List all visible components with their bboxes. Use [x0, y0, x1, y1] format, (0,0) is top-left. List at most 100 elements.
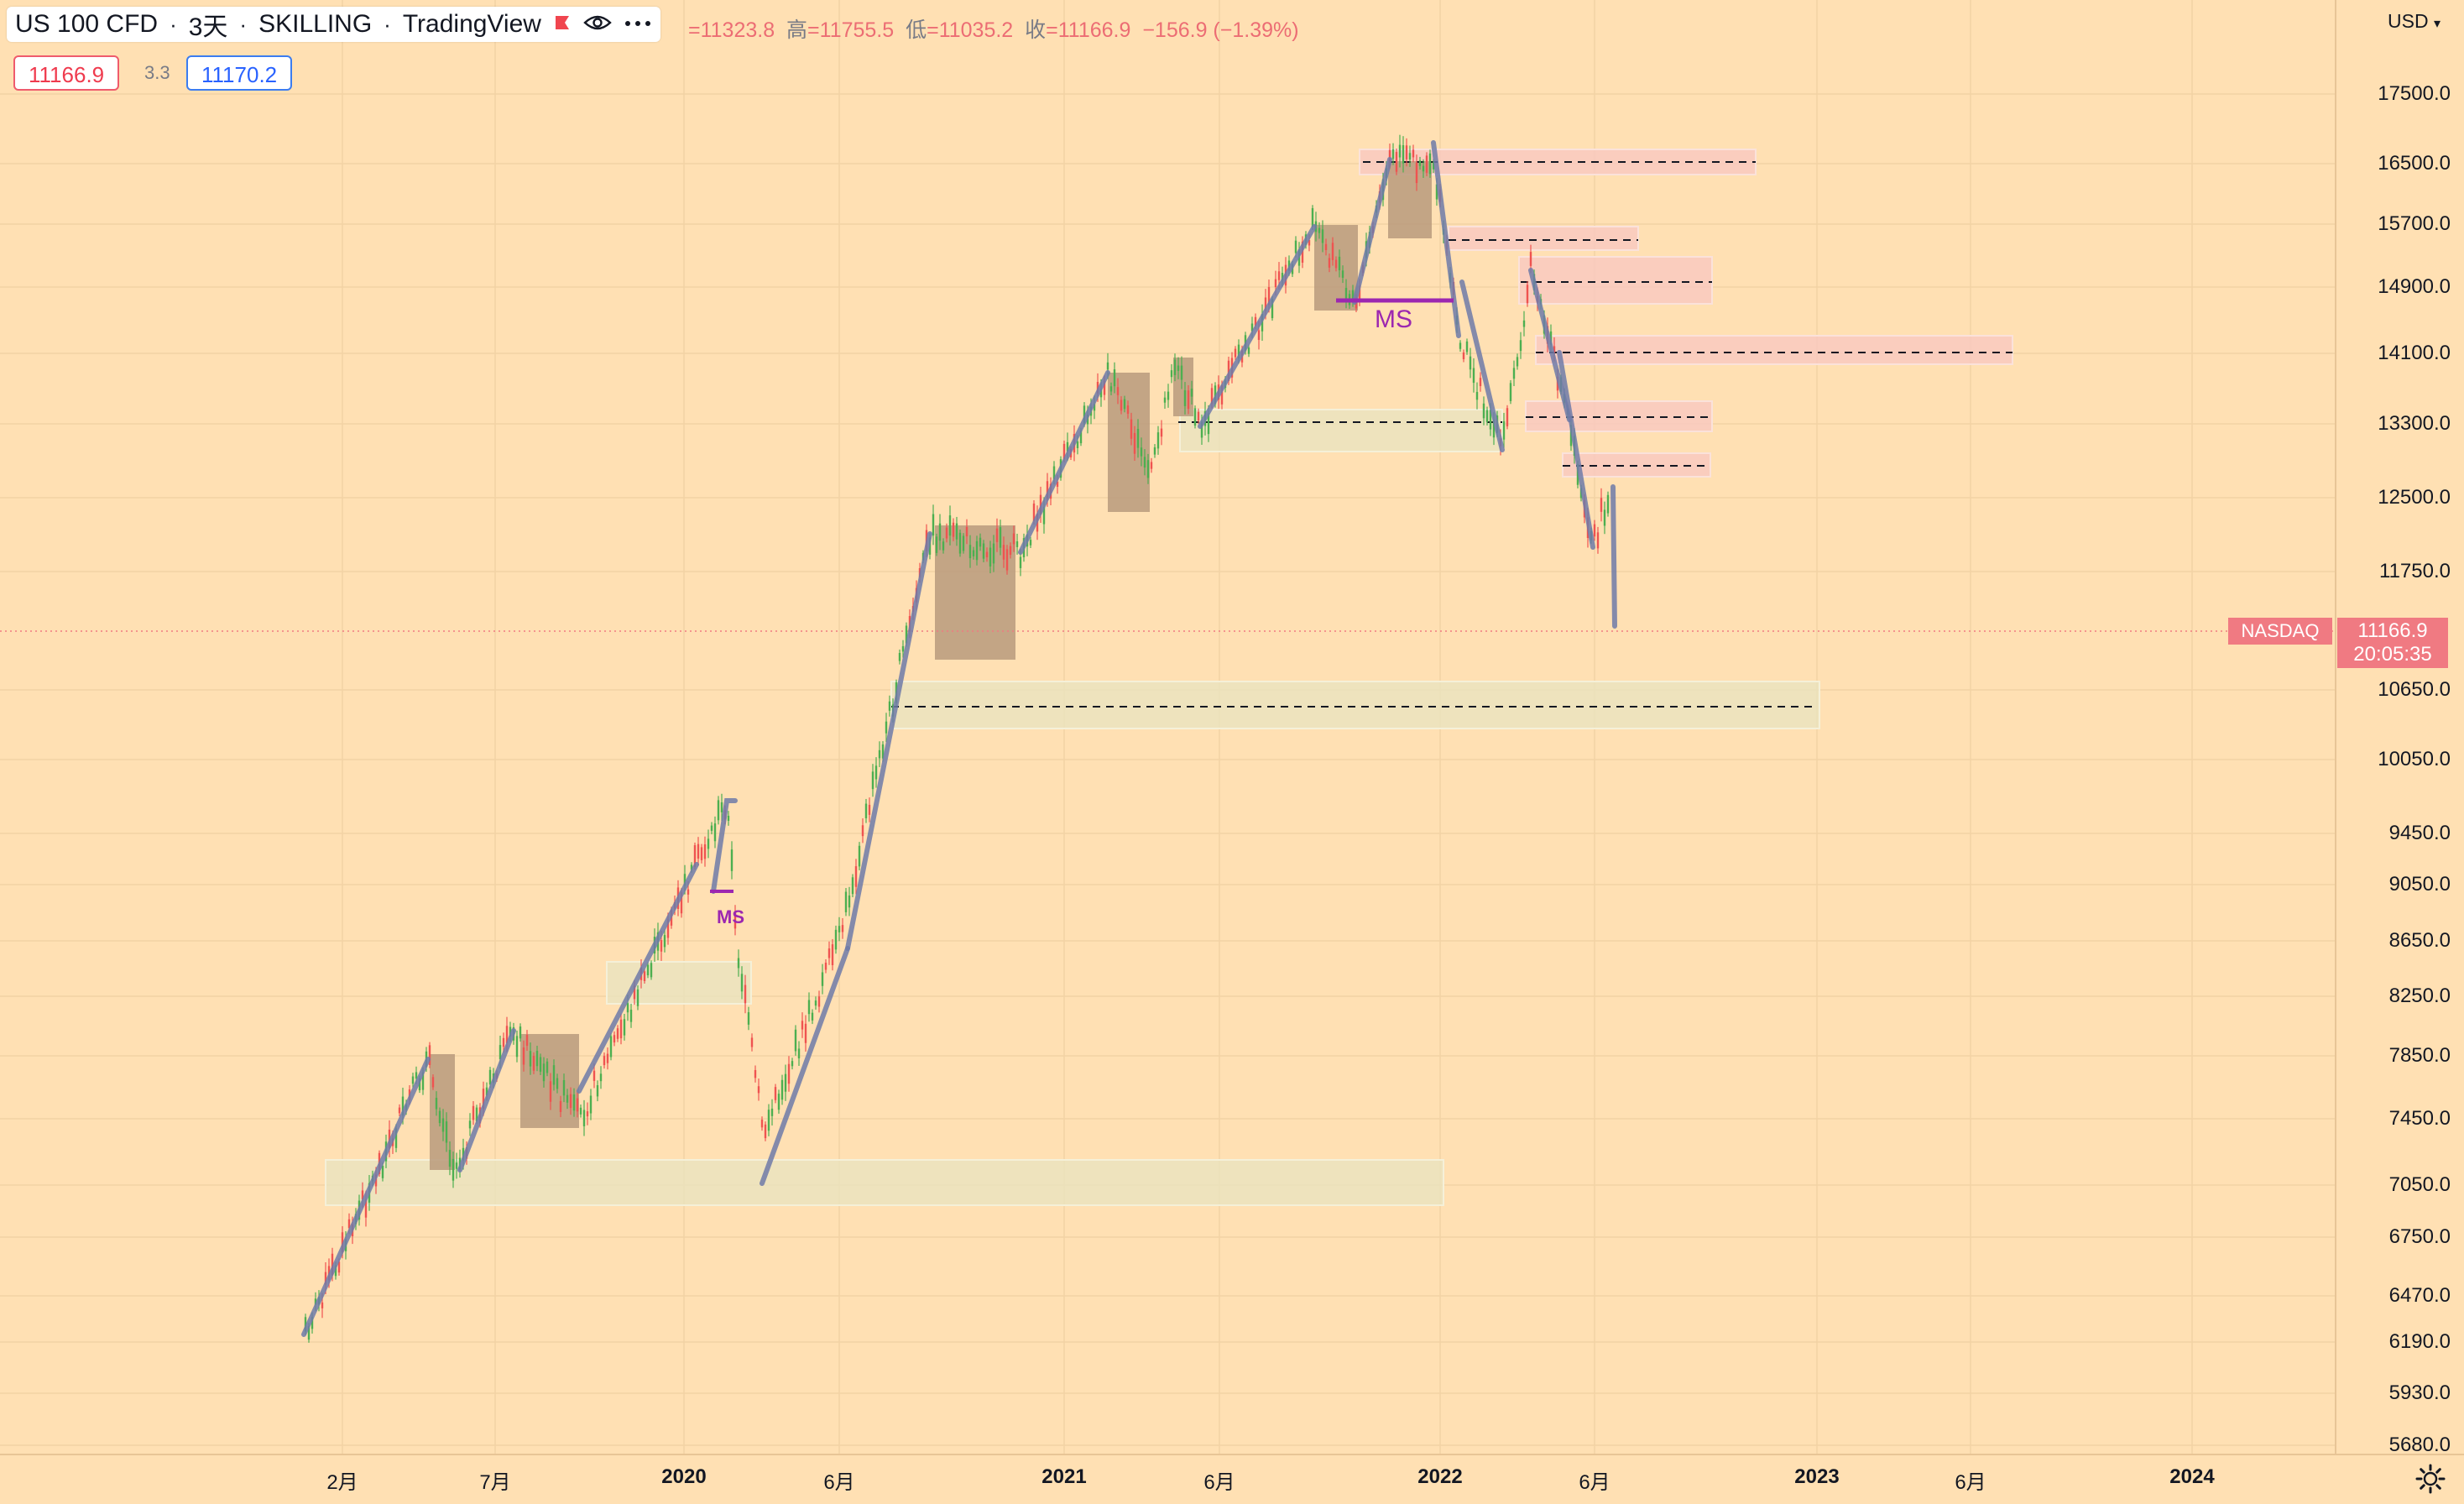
ms-label-small: MS: [717, 906, 744, 927]
symbol-legend[interactable]: US 100 CFD · 3天 · SKILLING · TradingView: [7, 7, 660, 42]
candle-body: [1133, 432, 1136, 454]
candle-body: [1425, 155, 1428, 173]
time-axis[interactable]: 2月 7月 2020 6月 2021 6月 2022 6月 2023 6月 2024: [0, 1454, 2464, 1504]
buy-price-button[interactable]: 11170.2: [186, 55, 293, 91]
candle-body: [1066, 441, 1069, 452]
candle-body: [569, 1094, 572, 1109]
candle-body: [1600, 498, 1603, 512]
more-icon[interactable]: [624, 17, 652, 32]
candle-body: [1163, 397, 1167, 403]
candle-body: [992, 543, 995, 564]
trend-line: [1431, 140, 1461, 338]
candle-body: [730, 849, 733, 871]
candle-body: [754, 1069, 757, 1078]
candle-body: [1254, 316, 1257, 326]
candle-body: [801, 1021, 804, 1030]
candle-body: [421, 1072, 425, 1090]
candle-body: [1576, 463, 1579, 485]
candle-body: [1190, 389, 1193, 397]
trend-line: [1528, 268, 1572, 422]
candle-body: [1150, 462, 1153, 469]
price-tick-label: 14100.0: [2378, 342, 2451, 364]
interval-label[interactable]: 3天: [188, 13, 228, 41]
candle-body: [535, 1051, 539, 1067]
candle-body: [1005, 549, 1009, 571]
candle-body: [549, 1081, 552, 1102]
candle-body: [321, 1302, 324, 1308]
candle-body: [905, 625, 908, 644]
candle-body: [932, 514, 935, 536]
candle-body: [811, 1012, 814, 1021]
candle-body: [515, 1036, 519, 1058]
candle-body: [509, 1026, 512, 1037]
candle-body: [1489, 410, 1492, 430]
trend-line: [1610, 484, 1617, 629]
demand-zone: [1179, 409, 1503, 452]
candle-body: [347, 1219, 351, 1229]
candle-body: [1099, 389, 1103, 398]
candle-body: [1002, 545, 1005, 560]
trend-line: [760, 946, 850, 1186]
sell-price-button[interactable]: 11166.9: [13, 55, 120, 91]
candle-body: [1294, 240, 1297, 253]
candle-body: [1398, 144, 1402, 158]
candle-body: [1529, 252, 1532, 266]
price-axis[interactable]: USD ▾ 17500.0 16500.0 15700.0 14900.0 14100.…: [2335, 0, 2464, 1456]
candle-body: [841, 925, 844, 932]
price-tick-label: 10650.0: [2378, 678, 2451, 701]
candle-body: [488, 1069, 492, 1085]
currency-selector[interactable]: USD ▾: [2388, 10, 2441, 33]
candle-body: [760, 1120, 764, 1128]
trend-line: [1198, 224, 1317, 429]
flag-icon[interactable]: [553, 13, 572, 36]
candle-body: [707, 838, 710, 849]
candle-body: [572, 1094, 576, 1111]
candle-body: [643, 971, 646, 981]
price-tick-label: 6750.0: [2388, 1225, 2451, 1248]
candle-body: [1526, 285, 1529, 304]
candle-body: [1180, 365, 1183, 380]
candle-body: [737, 958, 740, 969]
consolidation-box: [935, 525, 1015, 660]
candle-body: [331, 1253, 334, 1276]
candle-body: [314, 1298, 317, 1305]
candle-body: [1116, 387, 1120, 395]
price-chart[interactable]: [0, 0, 2335, 1454]
candle-body: [989, 547, 992, 567]
candle-body: [324, 1272, 327, 1285]
chart-area[interactable]: [0, 0, 2335, 1454]
candle-body: [435, 1098, 438, 1110]
trend-line: [577, 862, 699, 1094]
candle-body: [1200, 421, 1203, 438]
candle-body: [1032, 504, 1036, 522]
price-tick-label: 11750.0: [2379, 560, 2451, 582]
candle-body: [462, 1147, 465, 1161]
candle-body: [364, 1199, 368, 1218]
candle-body: [1318, 227, 1321, 233]
candle-body: [720, 802, 723, 812]
time-tick-label: 6月: [1203, 1471, 1235, 1494]
candle-body: [1237, 344, 1240, 358]
candle-body: [824, 963, 827, 970]
candle-body: [955, 523, 958, 540]
candle-body: [703, 844, 707, 859]
candle-body: [1603, 509, 1606, 526]
consolidation-box: [430, 1054, 455, 1170]
candle-body: [1187, 390, 1190, 410]
eye-icon[interactable]: [583, 13, 612, 36]
candle-body: [646, 964, 650, 976]
candle-body: [1106, 362, 1109, 370]
trend-line: [711, 798, 738, 894]
supply-zone: [1535, 335, 2013, 365]
gear-icon[interactable]: [2414, 1462, 2447, 1496]
candle-body: [1083, 405, 1086, 424]
candle-body: [626, 1003, 629, 1013]
candle-body: [1606, 494, 1610, 514]
exchange-label: SKILLING: [258, 10, 373, 38]
candle-body: [529, 1051, 532, 1067]
candle-body: [744, 984, 747, 1004]
symbol-name[interactable]: US 100 CFD: [15, 10, 159, 38]
candle-body: [475, 1107, 478, 1121]
candle-body: [985, 551, 989, 557]
candle-body: [1462, 352, 1465, 359]
